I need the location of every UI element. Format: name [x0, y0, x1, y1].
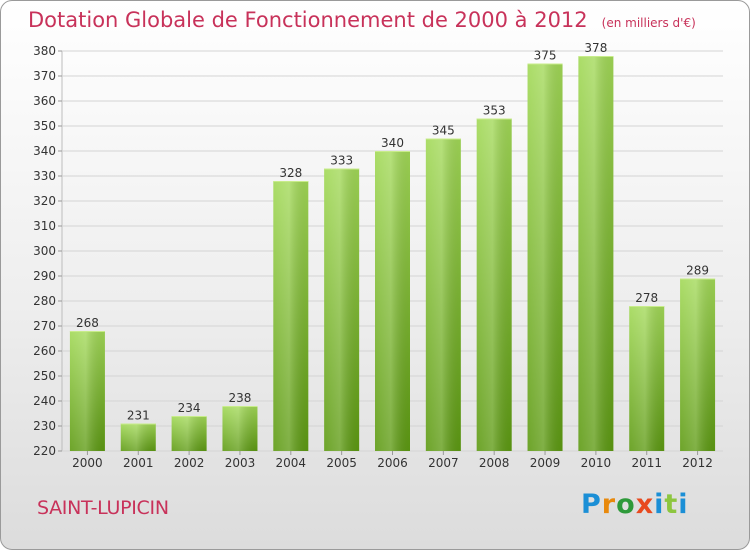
y-tick-label: 300	[33, 244, 56, 258]
y-tick-label: 230	[33, 419, 56, 433]
bar-shine	[120, 423, 156, 451]
bar-group	[69, 331, 105, 451]
y-tick-label: 370	[33, 69, 56, 83]
y-tick-label: 270	[33, 319, 56, 333]
x-tick-label: 2005	[326, 456, 357, 470]
commune-name: SAINT-LUPICIN	[37, 497, 169, 519]
bar-group	[120, 423, 156, 451]
bar-group	[324, 168, 360, 451]
bar-shine	[680, 278, 716, 451]
bar-shine	[527, 63, 563, 451]
x-tick-label: 2000	[72, 456, 103, 470]
data-label: 333	[330, 154, 353, 168]
y-tick-label: 340	[33, 144, 56, 158]
x-tick-label: 2012	[682, 456, 713, 470]
logo-letter: P	[581, 489, 602, 520]
y-tick-label: 240	[33, 394, 56, 408]
y-tick-label: 220	[33, 444, 56, 458]
x-tick-label: 2003	[225, 456, 256, 470]
bar-group	[425, 138, 461, 451]
bar-shine	[425, 138, 461, 451]
bar-shine	[273, 181, 309, 451]
bar-group	[629, 306, 665, 451]
data-label: 353	[483, 104, 506, 118]
logo-letter: t	[664, 489, 679, 520]
x-tick-label: 2008	[479, 456, 510, 470]
logo-letter: r	[601, 489, 617, 520]
bar-group	[375, 151, 410, 451]
bar-group	[680, 278, 716, 451]
x-tick-label: 2011	[631, 456, 662, 470]
data-label: 268	[76, 316, 99, 330]
data-label: 231	[127, 409, 150, 423]
x-tick-label: 2009	[530, 456, 561, 470]
y-tick-label: 260	[33, 344, 56, 358]
bar-shine	[69, 331, 105, 451]
bar-group	[476, 118, 512, 451]
logo-letter: x	[635, 489, 655, 520]
y-tick-label: 350	[33, 119, 56, 133]
y-tick-label: 290	[33, 269, 56, 283]
data-label: 238	[229, 391, 252, 405]
y-tick-label: 360	[33, 94, 56, 108]
bar-shine	[476, 118, 512, 451]
data-label: 328	[279, 166, 302, 180]
chart-title: Dotation Globale de Fonctionnement de 20…	[28, 8, 696, 32]
bar-group	[273, 181, 309, 451]
bar-group	[222, 406, 258, 451]
x-tick-label: 2007	[428, 456, 459, 470]
data-label: 378	[584, 41, 607, 55]
data-label: 345	[432, 124, 455, 138]
bar-group	[527, 63, 563, 451]
bar-shine	[324, 168, 360, 451]
y-tick-label: 320	[33, 194, 56, 208]
data-label: 375	[534, 49, 557, 63]
bar-shine	[629, 306, 665, 451]
data-label: 278	[635, 291, 658, 305]
data-label: 289	[686, 264, 709, 278]
y-tick-label: 330	[33, 169, 56, 183]
y-tick-label: 310	[33, 219, 56, 233]
logo-letter: i	[654, 489, 665, 520]
data-label: 340	[381, 136, 404, 150]
data-label: 234	[178, 401, 201, 415]
bar-shine	[222, 406, 258, 451]
logo-letter: o	[616, 489, 636, 520]
chart-title-text: Dotation Globale de Fonctionnement de 20…	[28, 8, 588, 32]
x-tick-label: 2004	[276, 456, 307, 470]
x-tick-label: 2001	[123, 456, 154, 470]
y-tick-label: 280	[33, 294, 56, 308]
bar-shine	[375, 151, 410, 451]
bar-shine	[171, 416, 207, 451]
chart-unit-label: (en milliers d'€)	[601, 16, 696, 30]
x-tick-label: 2002	[174, 456, 205, 470]
x-tick-label: 2006	[377, 456, 408, 470]
y-tick-label: 250	[33, 369, 56, 383]
bar-group	[171, 416, 207, 451]
y-tick-label: 380	[33, 44, 56, 58]
proxiti-logo: Proxiti	[581, 489, 689, 520]
bar-group	[578, 56, 614, 451]
x-tick-label: 2010	[581, 456, 612, 470]
logo-letter: i	[678, 489, 689, 520]
bar-shine	[578, 56, 614, 451]
